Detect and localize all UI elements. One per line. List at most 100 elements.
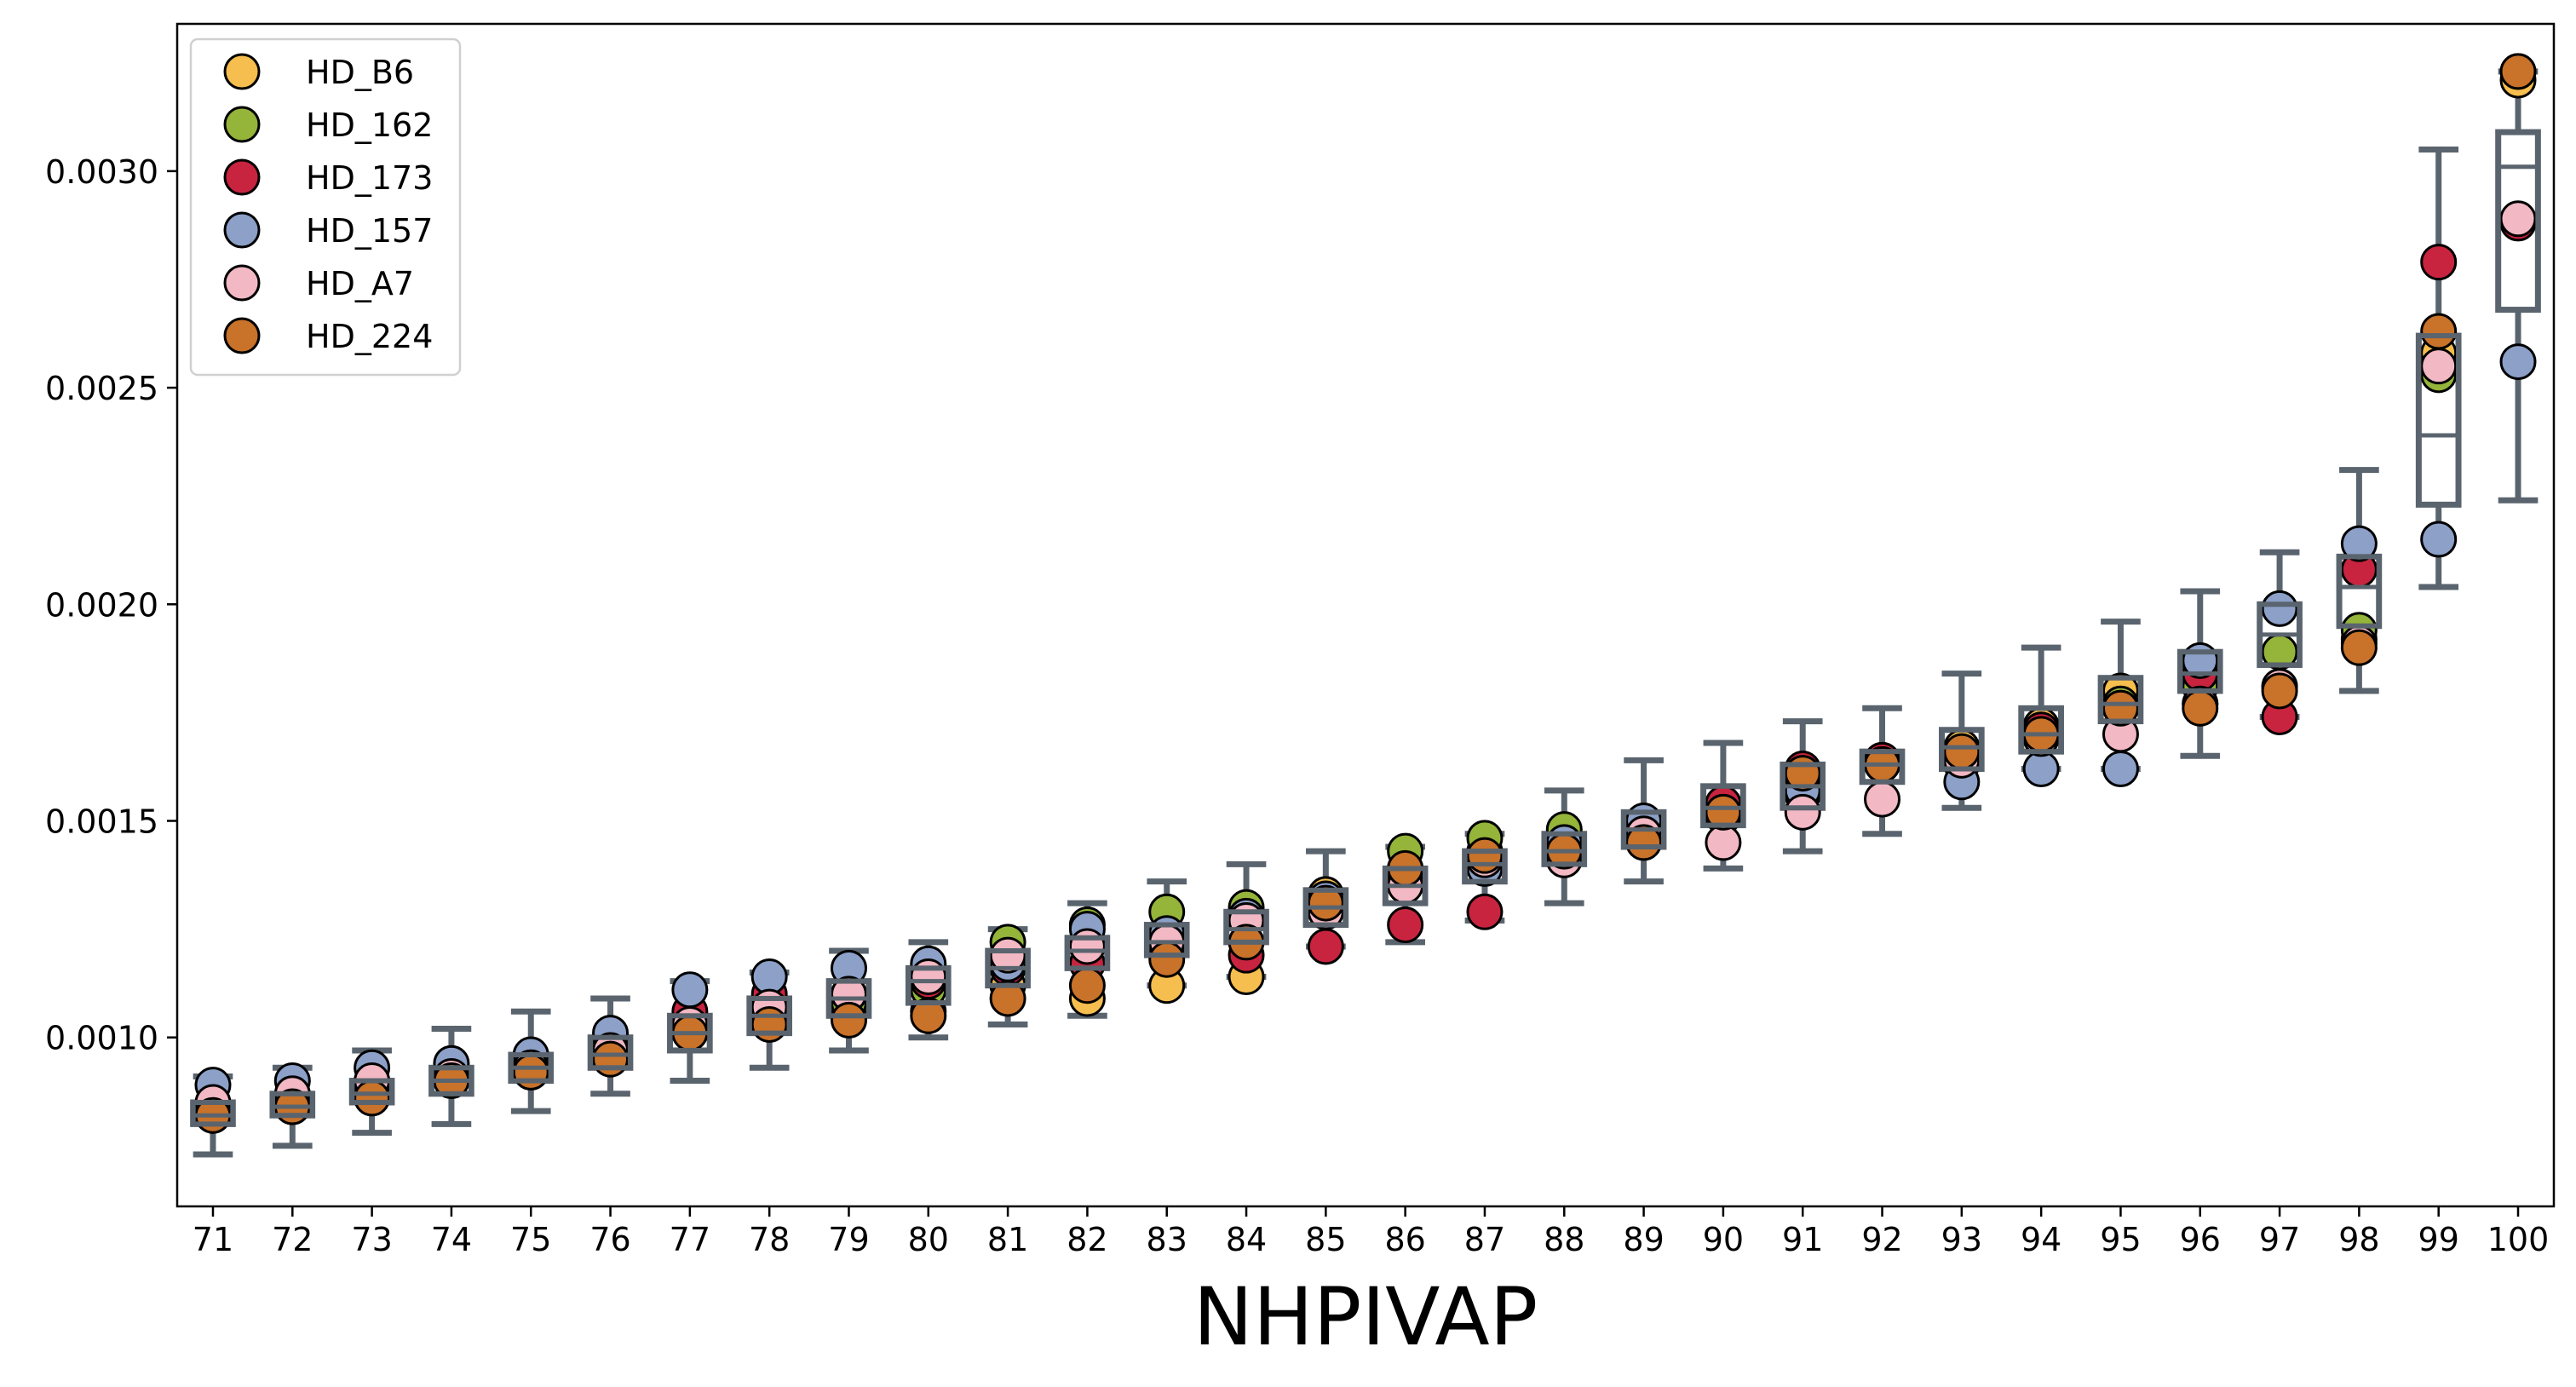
y-tick-label: 0.0025: [45, 370, 158, 407]
box-overlay-x-83: [1144, 922, 1190, 958]
x-tick-label: 77: [670, 1221, 710, 1258]
plot-area-frame: [175, 22, 2556, 1208]
data-point: [989, 936, 1026, 974]
box-outline: [588, 1034, 633, 1071]
data-point: [1625, 824, 1663, 861]
box-medians: [190, 129, 2541, 1127]
box-outline: [2177, 649, 2223, 694]
x-tick-label: 87: [1464, 1221, 1505, 1258]
data-point: [1705, 824, 1742, 861]
legend-marker: [223, 211, 261, 249]
x-tick-label: 90: [1703, 1221, 1744, 1258]
box-overlay-x-84: [1223, 909, 1269, 945]
box-outline: [1860, 749, 1905, 785]
box-overlay-x-87: [1462, 849, 1508, 884]
data-point: [1307, 928, 1344, 965]
box-outline: [1462, 849, 1508, 884]
box-outline: [2098, 675, 2143, 724]
box-overlay-x-81: [985, 948, 1031, 988]
box-overlay-x-76: [588, 1034, 633, 1071]
legend-label: HD_162: [306, 106, 433, 144]
data-point: [354, 1079, 391, 1117]
x-tick-label: 79: [828, 1221, 869, 1258]
x-tick-label: 89: [1623, 1221, 1664, 1258]
box-outline: [349, 1078, 394, 1105]
data-point: [1068, 967, 1106, 1004]
y-tick-label: 0.0015: [45, 803, 158, 841]
legend-item: HD_173: [223, 158, 433, 197]
data-point: [512, 1053, 549, 1091]
box-outline: [1065, 935, 1110, 971]
data-point: [2102, 750, 2139, 787]
x-tick-label: 84: [1226, 1221, 1267, 1258]
x-tick-label: 75: [510, 1221, 551, 1258]
box-outline: [2018, 705, 2064, 755]
data-point: [1943, 733, 1981, 770]
x-tick-label: 85: [1305, 1221, 1346, 1258]
y-tick-label: 0.0020: [45, 586, 158, 624]
box-outline: [1144, 922, 1190, 958]
x-tick-label: 100: [2487, 1221, 2550, 1258]
box-overlay-x-77: [667, 1013, 713, 1053]
box-outline: [1223, 909, 1269, 945]
data-point: [1466, 837, 1504, 874]
data-point: [2420, 244, 2458, 281]
box-overlay-x-80: [906, 965, 952, 1006]
box-outline: [2337, 554, 2382, 629]
box-overlay-x-78: [746, 995, 792, 1036]
box-overlay-x-91: [1780, 762, 1826, 811]
data-point: [2420, 521, 2458, 558]
data-point: [2102, 689, 2139, 727]
box-overlay-x-93: [1939, 727, 1985, 772]
x-tick-label: 80: [908, 1221, 949, 1258]
box-overlay-x-71: [190, 1099, 236, 1127]
x-tick-label: 95: [2100, 1221, 2141, 1258]
data-point: [750, 958, 788, 996]
box-overlay-x-90: [1700, 783, 1746, 828]
legend-item: HD_B6: [223, 53, 414, 91]
box-overlay-x-73: [349, 1078, 394, 1105]
legend-item: HD_A7: [223, 264, 414, 302]
data-point: [910, 997, 947, 1034]
box-outline: [2416, 333, 2462, 508]
data-point: [2499, 53, 2537, 90]
x-tick-label: 78: [749, 1221, 790, 1258]
data-point: [1864, 780, 1901, 818]
legend-label: HD_B6: [306, 54, 414, 91]
x-tick-label: 83: [1147, 1221, 1187, 1258]
x-tick-label: 91: [1782, 1221, 1823, 1258]
x-tick-label: 73: [351, 1221, 392, 1258]
data-point: [592, 1040, 630, 1078]
box-outline: [269, 1091, 315, 1119]
data-point: [1307, 884, 1344, 922]
legend-label: HD_173: [306, 159, 433, 197]
box-overlay-x-100: [2495, 129, 2541, 313]
x-axis: 71 72 73 74 75 76 77 78 79 80 81 82 83 84 85 86 87 88 89 90…: [193, 1206, 2549, 1258]
x-axis-label: NHPIVAP: [1193, 1271, 1538, 1364]
x-tick-label: 97: [2259, 1221, 2300, 1258]
box-overlay-x-99: [2416, 333, 2462, 508]
box-overlay-x-74: [428, 1065, 474, 1096]
legend-marker: [223, 158, 261, 196]
data-point: [1784, 793, 1821, 831]
legend-marker: [223, 317, 261, 354]
x-tick-label: 72: [272, 1221, 313, 1258]
legend-item: HD_162: [223, 106, 433, 144]
legend-label: HD_A7: [306, 265, 414, 302]
data-point: [910, 958, 947, 996]
data-point: [750, 1005, 788, 1043]
box-overlay-x-92: [1860, 749, 1905, 785]
box-outline: [190, 1099, 236, 1127]
box-overlay-x-94: [2018, 705, 2064, 755]
data-point: [1068, 928, 1106, 965]
box-overlay-x-95: [2098, 675, 2143, 724]
data-point: [1148, 941, 1186, 978]
x-tick-label: 76: [589, 1221, 630, 1258]
legend-marker: [223, 106, 261, 143]
x-tick-label: 86: [1384, 1221, 1425, 1258]
data-point: [2182, 689, 2219, 727]
data-point: [2420, 313, 2458, 350]
data-point: [2499, 343, 2537, 381]
x-tick-label: 98: [2338, 1221, 2379, 1258]
data-point: [1466, 893, 1504, 930]
